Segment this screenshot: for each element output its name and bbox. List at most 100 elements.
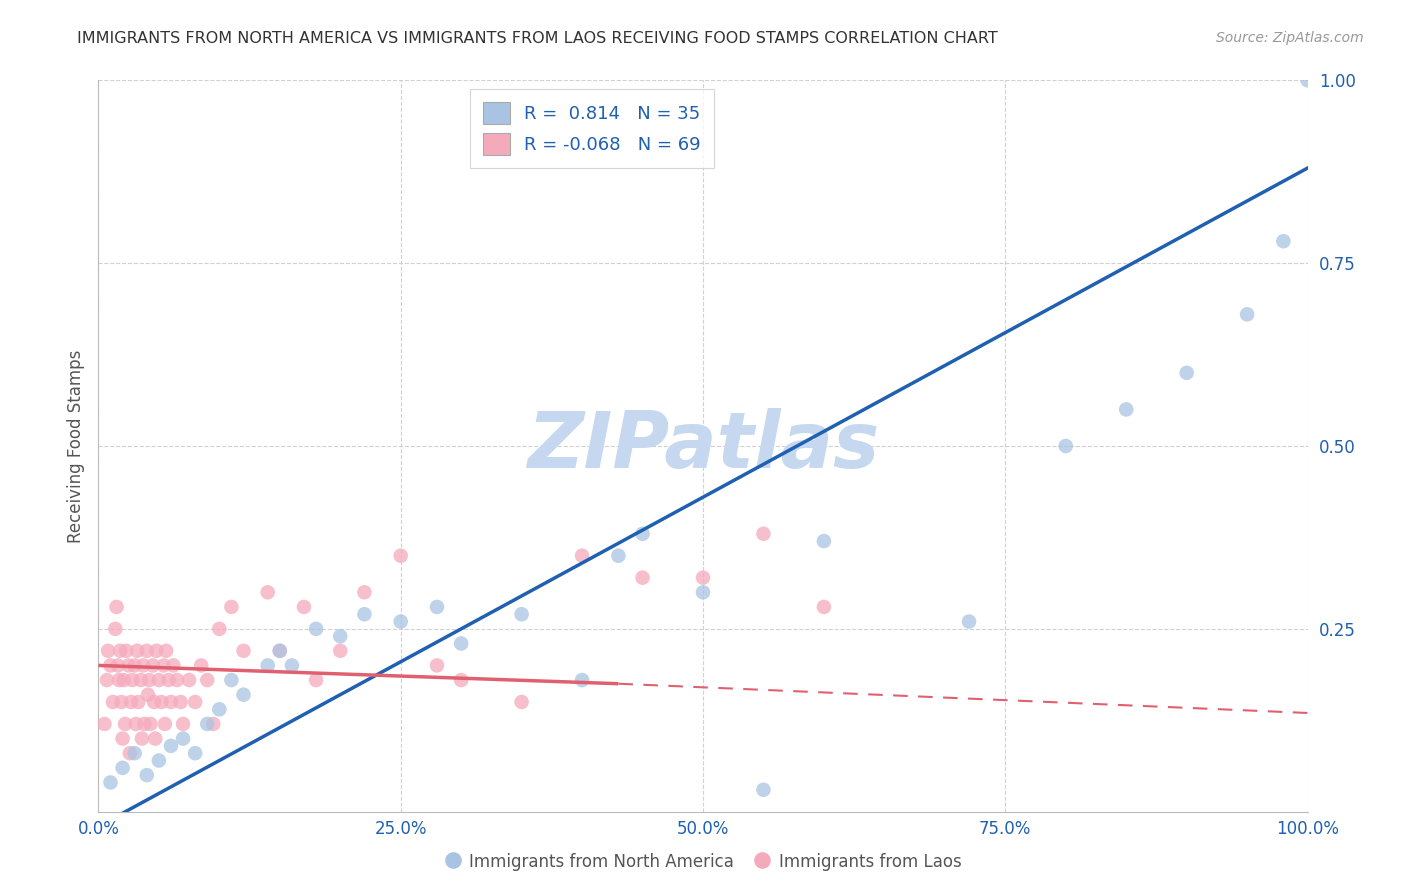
- Point: [195, 717, 218, 731]
- Point: [208, 702, 231, 716]
- Point: [1296, 73, 1319, 87]
- Point: [450, 673, 472, 687]
- Point: [135, 644, 157, 658]
- Point: [631, 526, 654, 541]
- Point: [150, 695, 173, 709]
- Point: [202, 717, 225, 731]
- Text: Source: ZipAtlas.com: Source: ZipAtlas.com: [1216, 31, 1364, 45]
- Point: [114, 717, 136, 731]
- Legend: Immigrants from North America, Immigrants from Laos: Immigrants from North America, Immigrant…: [436, 845, 970, 880]
- Point: [305, 673, 328, 687]
- Point: [692, 571, 714, 585]
- Point: [256, 658, 278, 673]
- Point: [136, 688, 159, 702]
- Point: [115, 644, 138, 658]
- Text: IMMIGRANTS FROM NORTH AMERICA VS IMMIGRANTS FROM LAOS RECEIVING FOOD STAMPS CORR: IMMIGRANTS FROM NORTH AMERICA VS IMMIGRA…: [77, 31, 998, 46]
- Point: [127, 644, 149, 658]
- Point: [195, 673, 218, 687]
- Point: [571, 549, 593, 563]
- Point: [813, 599, 835, 614]
- Point: [157, 673, 180, 687]
- Point: [162, 658, 184, 673]
- Point: [426, 658, 449, 673]
- Point: [221, 599, 243, 614]
- Point: [353, 585, 375, 599]
- Point: [160, 739, 183, 753]
- Point: [124, 658, 146, 673]
- Point: [184, 746, 207, 760]
- Point: [112, 673, 135, 687]
- Y-axis label: Receiving Food Stamps: Receiving Food Stamps: [66, 350, 84, 542]
- Point: [104, 622, 127, 636]
- Text: ZIPatlas: ZIPatlas: [527, 408, 879, 484]
- Point: [143, 695, 166, 709]
- Point: [269, 644, 291, 658]
- Point: [450, 636, 472, 650]
- Point: [752, 782, 775, 797]
- Point: [152, 658, 174, 673]
- Point: [97, 644, 120, 658]
- Point: [813, 534, 835, 549]
- Point: [607, 549, 630, 563]
- Point: [1115, 402, 1137, 417]
- Point: [111, 731, 134, 746]
- Point: [631, 571, 654, 585]
- Point: [125, 717, 148, 731]
- Point: [93, 717, 115, 731]
- Point: [571, 673, 593, 687]
- Point: [142, 658, 165, 673]
- Point: [148, 673, 170, 687]
- Point: [1175, 366, 1198, 380]
- Point: [132, 658, 155, 673]
- Point: [184, 695, 207, 709]
- Point: [145, 644, 167, 658]
- Point: [127, 695, 149, 709]
- Point: [138, 673, 160, 687]
- Point: [108, 644, 131, 658]
- Point: [118, 658, 141, 673]
- Point: [426, 599, 449, 614]
- Point: [353, 607, 375, 622]
- Point: [957, 615, 980, 629]
- Point: [208, 622, 231, 636]
- Point: [101, 695, 124, 709]
- Point: [155, 644, 177, 658]
- Point: [221, 673, 243, 687]
- Point: [256, 585, 278, 599]
- Point: [135, 768, 157, 782]
- Point: [153, 717, 176, 731]
- Point: [169, 695, 191, 709]
- Point: [1054, 439, 1077, 453]
- Point: [148, 754, 170, 768]
- Point: [172, 717, 194, 731]
- Point: [1272, 234, 1295, 248]
- Point: [160, 695, 183, 709]
- Point: [100, 658, 122, 673]
- Point: [120, 695, 142, 709]
- Point: [108, 673, 131, 687]
- Point: [111, 761, 134, 775]
- Point: [129, 673, 152, 687]
- Point: [305, 622, 328, 636]
- Point: [1236, 307, 1258, 321]
- Point: [329, 644, 352, 658]
- Point: [172, 731, 194, 746]
- Point: [389, 549, 412, 563]
- Point: [100, 775, 122, 789]
- Point: [232, 644, 254, 658]
- Point: [166, 673, 188, 687]
- Point: [134, 717, 156, 731]
- Point: [752, 526, 775, 541]
- Point: [105, 599, 128, 614]
- Point: [143, 731, 166, 746]
- Point: [190, 658, 212, 673]
- Point: [139, 717, 162, 731]
- Point: [510, 695, 533, 709]
- Point: [118, 746, 141, 760]
- Point: [179, 673, 201, 687]
- Point: [96, 673, 118, 687]
- Point: [281, 658, 304, 673]
- Point: [131, 731, 153, 746]
- Point: [232, 688, 254, 702]
- Point: [121, 673, 143, 687]
